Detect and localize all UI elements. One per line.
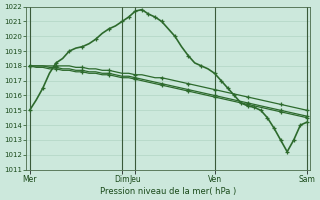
X-axis label: Pression niveau de la mer( hPa ): Pression niveau de la mer( hPa ): [100, 187, 236, 196]
